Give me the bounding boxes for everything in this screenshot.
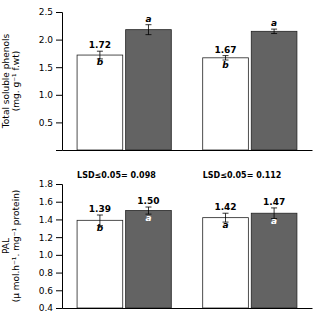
y-tick: 1.2	[39, 233, 62, 243]
data-label: 1.47	[263, 197, 285, 207]
error-bar	[271, 29, 277, 33]
y-tick-mark	[56, 237, 62, 238]
y-tick-mark	[56, 219, 62, 220]
data-label: 1.42	[214, 202, 236, 212]
y-tick: 2.5	[39, 7, 62, 17]
annotation: LSD≤0.05= 0.098	[77, 171, 156, 180]
x-axis	[63, 150, 313, 151]
y-axis-title: Total soluble phenols(mg. g⁻¹ f.wt)	[1, 34, 21, 130]
y-tick-mark	[56, 67, 62, 68]
y-tick-mark	[56, 12, 62, 13]
bar	[203, 58, 249, 150]
bar	[203, 218, 249, 308]
data-label: 1.39	[89, 204, 111, 214]
y-axis: 0.5 1.0 1.5 2.0 2.5	[39, 7, 63, 150]
y-tick-label: 1.4	[39, 215, 54, 225]
y-tick-mark	[56, 122, 62, 123]
significance-letter: a	[145, 14, 151, 24]
y-tick-label: 1.6	[39, 197, 54, 207]
y-axis-title-line: Total soluble phenols	[1, 34, 11, 130]
y-tick: 0.4	[39, 303, 62, 313]
significance-letter: a	[271, 216, 277, 226]
y-axis-title-line: PAL	[1, 238, 11, 254]
significance-letter: b	[222, 60, 229, 70]
y-tick-mark	[56, 290, 62, 291]
y-tick: 0.6	[39, 286, 62, 296]
labels: 1.39 b 1.42 a 1.50 a 1.47 a LSD≤0.05= 0.098 LSD≤0…	[77, 171, 285, 233]
bar	[126, 30, 172, 150]
y-axis-title-line: (μ mol.h⁻¹. mg⁻¹ protein)	[11, 190, 21, 303]
bar	[77, 220, 123, 308]
chart: 0.5 1.0 1.5 2.0 2.5 Total soluble phenols(mg.…	[0, 0, 320, 320]
x-axis-line	[63, 308, 313, 309]
y-tick: 1.5	[39, 63, 62, 73]
y-tick-mark	[56, 202, 62, 203]
data-label: 1.72	[89, 40, 111, 50]
bar	[251, 31, 297, 150]
y-tick-label: 1.0	[39, 90, 54, 100]
y-tick-label: 0.5	[39, 118, 53, 128]
y-tick: 1.0	[39, 90, 62, 100]
significance-letter: b	[97, 57, 104, 67]
y-tick-mark	[56, 95, 62, 96]
y-tick-label: 0.8	[39, 268, 54, 278]
y-axis-line	[56, 185, 63, 309]
significance-letter: a	[145, 213, 151, 223]
y-axis-title: PAL(μ mol.h⁻¹. mg⁻¹ protein)	[1, 190, 21, 303]
y-tick: 1.4	[39, 215, 62, 225]
y-tick-label: 1.0	[39, 250, 54, 260]
y-tick-label: 1.5	[39, 63, 53, 73]
y-tick-mark	[56, 184, 62, 185]
panel: 0.5 1.0 1.5 2.0 2.5 Total soluble phenols(mg.…	[1, 7, 312, 150]
y-axis-title-line: (mg. g⁻¹ f.wt)	[11, 51, 21, 111]
y-tick-label: 0.4	[39, 303, 54, 313]
y-tick-mark	[56, 308, 62, 309]
y-axis-line	[56, 13, 63, 151]
y-axis: 0.4 0.6 0.8 1.0 1.2 1.4 1.6 1.8	[39, 179, 63, 313]
significance-letter: b	[97, 223, 104, 233]
y-tick-mark	[56, 273, 62, 274]
y-tick-label: 1.2	[39, 233, 53, 243]
y-tick: 0.8	[39, 268, 62, 278]
panel: 0.4 0.6 0.8 1.0 1.2 1.4 1.6 1.8 PAL(μ mol.h⁻¹. m…	[1, 171, 312, 313]
annotation: LSD≤0.05= 0.112	[203, 171, 282, 180]
marks	[77, 207, 297, 308]
marks	[77, 25, 297, 150]
y-tick: 2.0	[39, 35, 62, 45]
bar	[126, 211, 172, 308]
y-tick-label: 2.0	[39, 35, 54, 45]
labels: 1.72 b 1.67 b a a	[89, 14, 277, 71]
y-tick-label: 1.8	[39, 179, 54, 189]
significance-letter: a	[271, 18, 277, 28]
x-axis-line	[63, 150, 313, 151]
y-tick: 1.6	[39, 197, 62, 207]
x-axis	[63, 308, 313, 309]
significance-letter: a	[222, 220, 228, 230]
y-tick: 1.8	[39, 179, 62, 189]
y-tick: 1.0	[39, 250, 62, 260]
y-tick-label: 2.5	[39, 7, 53, 17]
data-label: 1.67	[214, 45, 236, 55]
y-tick-mark	[56, 40, 62, 41]
y-tick-label: 0.6	[39, 286, 54, 296]
data-label: 1.50	[137, 196, 159, 206]
bar	[251, 213, 297, 308]
y-tick-mark	[56, 255, 62, 256]
error-bar	[145, 25, 151, 35]
y-tick: 0.5	[39, 118, 62, 128]
bar	[77, 55, 123, 150]
